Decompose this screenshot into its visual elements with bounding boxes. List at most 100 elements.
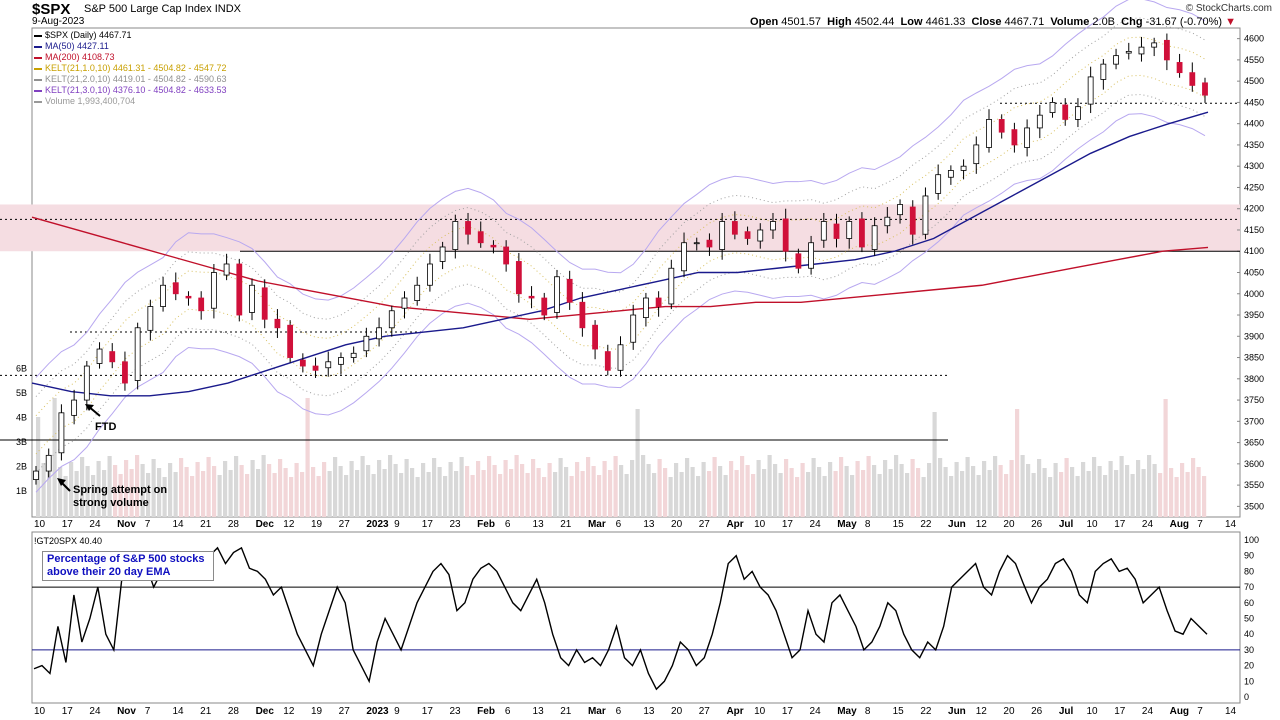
volume-bar (470, 475, 475, 517)
index-name-text: S&P 500 Large Cap Index (84, 3, 212, 15)
volume-bar (701, 462, 706, 517)
volume-bar (80, 457, 85, 517)
candle-body (833, 223, 840, 239)
volume-bar (872, 465, 877, 517)
volume-bar (635, 409, 640, 517)
indicator-x-tick-label: 20 (1003, 706, 1015, 717)
candle-body (1151, 42, 1158, 48)
candle-body (45, 454, 52, 472)
volume-bar (151, 459, 156, 517)
volume-bar (784, 459, 789, 517)
volume-bar (1158, 473, 1163, 517)
volume-bar (52, 398, 57, 517)
candle-body (1100, 63, 1107, 80)
volume-bar (503, 460, 508, 517)
volume-bar (1180, 463, 1185, 517)
volume-bar (322, 462, 327, 517)
volume-bar (806, 472, 811, 517)
price-x-tick-label: 10 (34, 519, 46, 530)
volume-bar (998, 465, 1003, 517)
volume-bar (1169, 468, 1174, 517)
volume-bar (652, 473, 657, 517)
candle-body (973, 144, 980, 165)
volume-bar (531, 459, 536, 517)
candle-body (1075, 106, 1081, 120)
price-x-tick-label: 17 (422, 519, 434, 530)
volume-bar (1020, 455, 1025, 517)
price-x-tick-label: 9 (394, 519, 400, 530)
volume-bar (850, 475, 855, 517)
price-x-tick-label: 14 (1225, 519, 1237, 530)
indicator-x-tick-label: 28 (228, 706, 240, 717)
price-x-tick-label: 19 (311, 519, 323, 530)
price-tick-label: 4350 (1244, 140, 1264, 150)
price-x-tick-label: 7 (1197, 519, 1203, 530)
price-x-tick-label: 17 (1114, 519, 1126, 530)
volume-bar (91, 475, 96, 517)
volume-bar (184, 467, 189, 517)
indicator-x-tick-label: 24 (810, 706, 822, 717)
indicator-x-tick-label: 21 (200, 706, 212, 717)
price-x-tick-label: 10 (1087, 519, 1099, 530)
candle-body (210, 272, 217, 309)
volume-bar (1114, 470, 1119, 517)
volume-bar (294, 463, 299, 517)
volume-bar (217, 475, 222, 517)
legend-item: MA(50) 4427.11 (34, 41, 226, 52)
volume-bar (954, 462, 959, 517)
price-tick-label: 3600 (1244, 459, 1264, 469)
high-label: High (827, 16, 852, 28)
indicator-x-tick-label: 24 (1142, 706, 1154, 717)
volume-bar (1130, 474, 1135, 517)
price-x-tick-label: 6 (616, 519, 622, 530)
indicator-tick-label: 40 (1244, 629, 1254, 639)
volume-bar (162, 477, 167, 517)
volume-bar (916, 468, 921, 517)
indicator-x-tick-label: 14 (1225, 706, 1237, 717)
candle-body (452, 221, 459, 250)
price-x-tick-label: 7 (145, 519, 151, 530)
candle-body (274, 318, 281, 329)
volume-bar (542, 477, 547, 517)
volume-bar (525, 473, 530, 517)
candle-body (376, 327, 382, 340)
volume-bar (179, 458, 184, 517)
volume-bar (124, 460, 129, 517)
indicator-tick-label: 100 (1244, 535, 1259, 545)
indicator-x-tick-label: Dec (256, 706, 275, 717)
candle-body (922, 195, 929, 235)
volume-bar (657, 459, 662, 517)
candle-body (681, 242, 687, 272)
ftd-annotation: FTD (95, 421, 117, 433)
price-x-tick-label: 13 (533, 519, 545, 530)
price-x-tick-label: 2023 (366, 519, 389, 530)
volume-bar (696, 476, 701, 517)
price-x-tick-label: 27 (339, 519, 351, 530)
volume-bar (1119, 456, 1124, 517)
candle-body (172, 282, 179, 295)
candle-body (795, 253, 802, 269)
legend-text: KELT(21,1.0,10) 4461.31 - 4504.82 - 4547… (45, 63, 227, 73)
price-x-tick-label: 21 (560, 519, 572, 530)
volume-bar (454, 471, 459, 517)
volume-bar (1163, 399, 1168, 517)
candle-body (427, 263, 433, 286)
indicator-x-tick-label: 20 (671, 706, 683, 717)
exchange-text: INDX (214, 3, 241, 15)
price-x-tick-label: Feb (477, 519, 495, 530)
volume-bar (487, 456, 492, 517)
legend-item: Volume 1,993,400,704 (34, 96, 226, 107)
volume-bar (448, 462, 453, 517)
volume-bar (278, 459, 283, 517)
price-x-tick-label: 20 (1003, 519, 1015, 530)
candle-body (604, 351, 611, 371)
price-tick-label: 3550 (1244, 480, 1264, 490)
indicator-tick-label: 80 (1244, 566, 1254, 576)
candle-body (808, 242, 814, 269)
indicator-x-tick-label: Nov (117, 706, 136, 717)
volume-bar (905, 473, 910, 517)
candle-body (884, 216, 891, 227)
volume-bar (663, 468, 668, 517)
price-x-tick-label: Mar (588, 519, 606, 530)
volume-bar (344, 475, 349, 517)
